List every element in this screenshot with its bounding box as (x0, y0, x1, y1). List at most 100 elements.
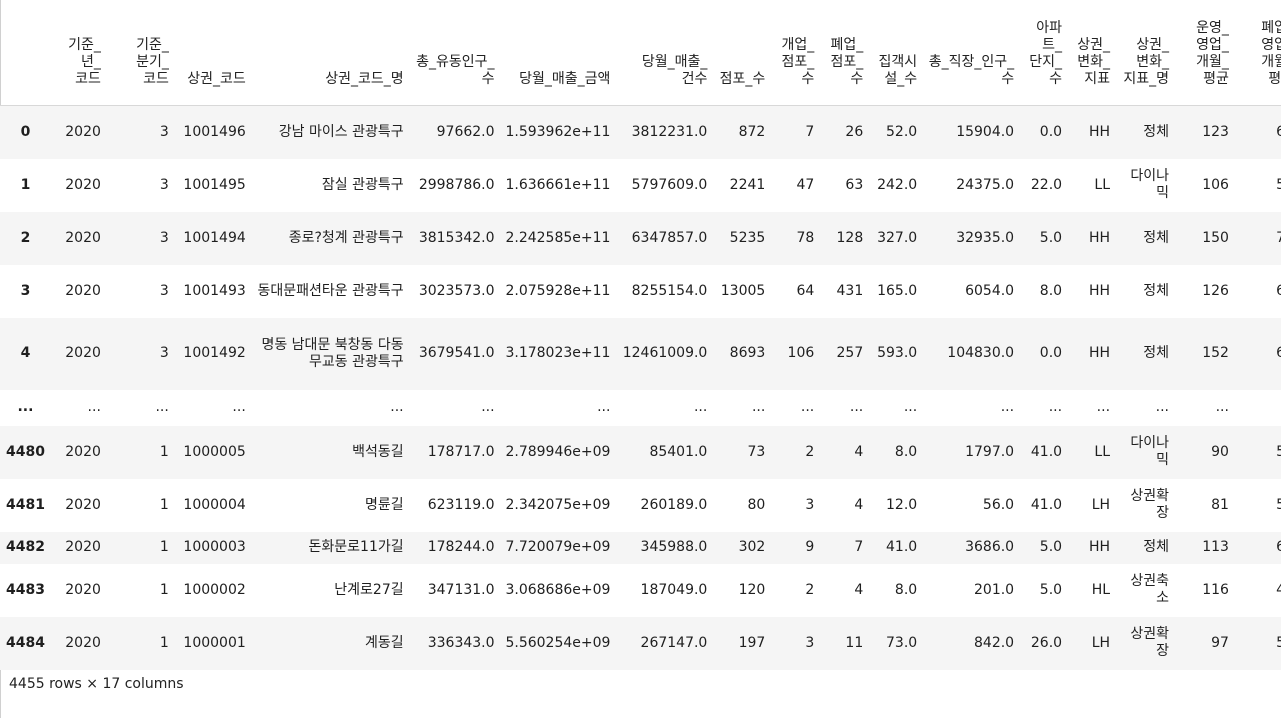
table-cell: 3679541.0 (418, 345, 495, 361)
table-cell: 50 (1276, 443, 1281, 460)
row-index: 4 (20, 345, 31, 361)
table-cell: 24375.0 (956, 176, 1015, 193)
table-cell: 73.0 (886, 634, 918, 651)
table-cell: 3 (159, 229, 169, 246)
table-cell: 계동길 (364, 634, 404, 651)
table-cell: 2020 (65, 282, 101, 299)
table-cell: 4 (854, 443, 864, 460)
table-cell: 113 (1202, 539, 1229, 555)
table-cell: 7 (805, 123, 815, 140)
table-row: 4482 2020 1 1000003 돈화문로11가길 178244.0 7.720079… (0, 531, 1281, 564)
table-cell: 8.0 (894, 581, 918, 598)
table-cell: 명동 남대문 북창동 다동 무교동 관광특구 (261, 336, 404, 370)
table-cell: 1000003 (183, 539, 246, 555)
table-cell: 90 (1211, 443, 1229, 460)
column-header: 집객시설_수 (869, 0, 924, 106)
table-cell: 3815342.0 (418, 229, 495, 246)
table-cell: 1001495 (183, 176, 246, 193)
table-cell: 정체 (1143, 123, 1169, 140)
row-index: 4483 (5, 581, 45, 598)
table-cell: 1001492 (183, 345, 246, 361)
column-header: 총_유동인구_수 (409, 0, 501, 106)
table-cell: 13005 (720, 282, 766, 299)
table-cell: 3 (159, 345, 169, 361)
table-row: 4 2020 3 1001492 명동 남대문 북창동 다동 무교동 관광특구 36795… (0, 317, 1281, 390)
table-cell: 106 (1202, 176, 1229, 193)
header-row: 기준_년_코드 기준_분기_코드 상권_코드 상권_코드_명 총_유동인구_수 … (0, 0, 1281, 106)
table-cell: 104830.0 (947, 345, 1015, 361)
table-cell: 56 (1276, 634, 1281, 651)
table-cell: 강남 마이스 관광특구 (278, 123, 404, 140)
table-cell: HH (1088, 345, 1111, 361)
table-cell: 종로?청계 관광특구 (288, 229, 404, 246)
table-cell: 상권확장 (1130, 626, 1169, 659)
column-header: 당월_매출_건수 (616, 0, 714, 106)
table-cell: 2998786.0 (418, 176, 495, 193)
table-cell: 3 (159, 282, 169, 299)
column-header: 상권_변화_지표_명 (1116, 0, 1175, 106)
table-cell: 242.0 (877, 176, 918, 193)
table-cell: LH (1091, 496, 1111, 513)
table-cell: 1001493 (183, 282, 246, 299)
table-cell: 3812231.0 (631, 123, 708, 140)
table-cell: ... (1215, 399, 1229, 415)
table-row: 3 2020 3 1001493 동대문패션타운 관광특구 3023573.0 2.0759… (0, 264, 1281, 318)
table-cell: 116 (1202, 581, 1229, 598)
table-cell: 5235 (729, 229, 766, 246)
table-cell: 97662.0 (436, 123, 495, 140)
table-cell: 3 (159, 123, 169, 140)
table-cell: 56.0 (982, 496, 1015, 513)
row-index: 4481 (5, 496, 45, 513)
table-cell: 2020 (65, 496, 101, 513)
table-row: 0 2020 3 1001496 강남 마이스 관광특구 97662.0 1.593962e… (0, 105, 1281, 159)
table-cell: 5.0 (1039, 229, 1063, 246)
table-cell: 0.0 (1039, 345, 1063, 361)
table-cell: 2020 (65, 539, 101, 555)
table-cell: LH (1091, 634, 1111, 651)
table-cell: 22.0 (1030, 176, 1063, 193)
table-cell: 1000004 (183, 496, 246, 513)
row-index: 4480 (5, 443, 45, 460)
table-cell: 2 (805, 581, 815, 598)
table-cell: 6347857.0 (631, 229, 708, 246)
table-cell: 명륜길 (364, 496, 404, 513)
table-cell: 197 (738, 634, 766, 651)
table-cell: HH (1088, 229, 1111, 246)
table-cell: 정체 (1143, 539, 1169, 555)
dataframe-table: 기준_년_코드 기준_분기_코드 상권_코드 상권_코드_명 총_유동인구_수 … (0, 0, 1281, 659)
table-cell: 52.0 (886, 123, 918, 140)
table-cell: 64 (796, 282, 815, 299)
table-cell: 2020 (65, 345, 101, 361)
table-cell: 78 (796, 229, 815, 246)
table-cell: 2020 (65, 176, 101, 193)
table-cell: 7 (854, 539, 864, 555)
table-cell: 동대문패션타운 관광특구 (257, 282, 404, 299)
table-cell: 3686.0 (965, 539, 1015, 555)
table-cell: 47 (796, 176, 815, 193)
table-cell: 126 (1202, 282, 1229, 299)
table-cell: 2.075928e+11 (505, 282, 611, 299)
column-header: 상권_변화_지표 (1068, 0, 1117, 106)
table-cell: 3 (805, 496, 815, 513)
row-index: ... (17, 399, 34, 415)
table-cell: 62 (1276, 282, 1281, 299)
table-cell: 3.178023e+11 (505, 345, 611, 361)
table-cell: 26 (845, 123, 864, 140)
column-header: 상권_코드_명 (251, 0, 410, 106)
table-cell: 150 (1202, 229, 1229, 246)
table-cell: 73 (747, 443, 766, 460)
table-cell: LL (1094, 176, 1111, 193)
table-cell: 5.0 (1039, 581, 1063, 598)
table-row: 1 2020 3 1001495 잠실 관광특구 2998786.0 1.636661e+1… (0, 158, 1281, 212)
table-cell: 1000002 (183, 581, 246, 598)
table-cell: 1 (159, 634, 169, 651)
table-cell: HH (1088, 282, 1111, 299)
table-cell: 41.0 (1030, 496, 1063, 513)
table-cell: 128 (836, 229, 864, 246)
table-cell: 347131.0 (427, 581, 495, 598)
table-cell: 4 (854, 496, 864, 513)
table-cell: 5797609.0 (631, 176, 708, 193)
row-index: 3 (20, 282, 31, 299)
table-cell: 842.0 (974, 634, 1015, 651)
table-row: 2 2020 3 1001494 종로?청계 관광특구 3815342.0 2.242585… (0, 211, 1281, 265)
